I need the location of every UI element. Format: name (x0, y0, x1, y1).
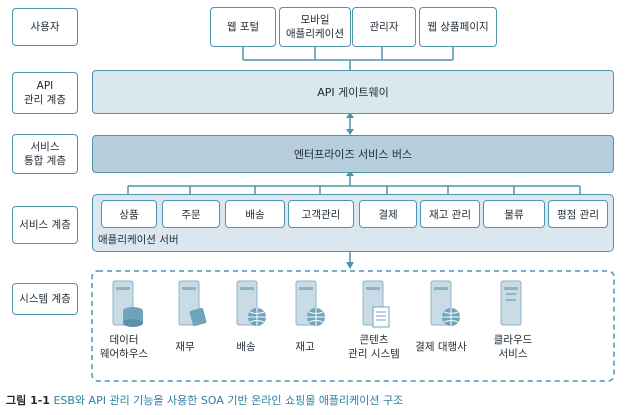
service-payment: 결제 (359, 200, 417, 228)
figure-number: 그림 1-1 (6, 394, 50, 407)
system-cms: 콘텐츠 관리 시스템 (348, 334, 400, 360)
layer-label-system: 시스템 계층 (12, 283, 78, 315)
service-shipping: 배송 (225, 200, 285, 228)
shipping-server-icon (236, 280, 266, 326)
cloud-server-icon (500, 280, 522, 326)
layer-label-user: 사용자 (12, 8, 78, 46)
client-admin: 관리자 (352, 7, 416, 47)
figure-caption-text: ESB와 API 관리 기능을 사용한 SOA 기반 온라인 쇼핑몰 애플리케이… (53, 394, 404, 407)
service-order: 주문 (162, 200, 220, 228)
database-server-icon (112, 280, 143, 327)
system-cloud-service: 클라우드 서비스 (493, 334, 533, 360)
service-logistics: 물류 (483, 200, 545, 228)
inventory-server-icon (295, 280, 325, 326)
system-layer-box (91, 270, 615, 382)
app-server-label: 애플리케이션 서버 (98, 234, 179, 246)
system-inventory: 재고 (295, 341, 315, 353)
service-inventory: 재고 관리 (420, 200, 480, 228)
enterprise-service-bus: 엔터프라이즈 서비스 버스 (92, 135, 614, 173)
system-data-warehouse: 데이터 웨어하우스 (99, 334, 149, 360)
system-payment-gateway: 결제 대행사 (415, 341, 467, 353)
layer-label-service: 서비스 계층 (12, 206, 78, 244)
finance-server-icon (178, 280, 207, 327)
system-finance: 재무 (175, 341, 195, 353)
figure-caption: 그림 1-1 ESB와 API 관리 기능을 사용한 SOA 기반 온라인 쇼핑… (6, 392, 403, 408)
system-shipping: 배송 (236, 341, 256, 353)
service-rating: 평점 관리 (548, 200, 608, 228)
api-gateway: API 게이트웨이 (92, 70, 614, 114)
client-mobile-app: 모바일 애플리케이션 (279, 7, 351, 47)
client-web-product-page: 웹 상품페이지 (419, 7, 497, 47)
layer-label-api: API 관리 계층 (12, 72, 78, 114)
cms-server-icon (362, 280, 390, 328)
client-web-portal: 웹 포털 (210, 7, 276, 47)
layer-label-integration: 서비스 통합 계층 (12, 134, 78, 174)
payment-gateway-server-icon (430, 280, 460, 326)
service-customer: 고객관리 (288, 200, 354, 228)
service-product: 상품 (101, 200, 157, 228)
